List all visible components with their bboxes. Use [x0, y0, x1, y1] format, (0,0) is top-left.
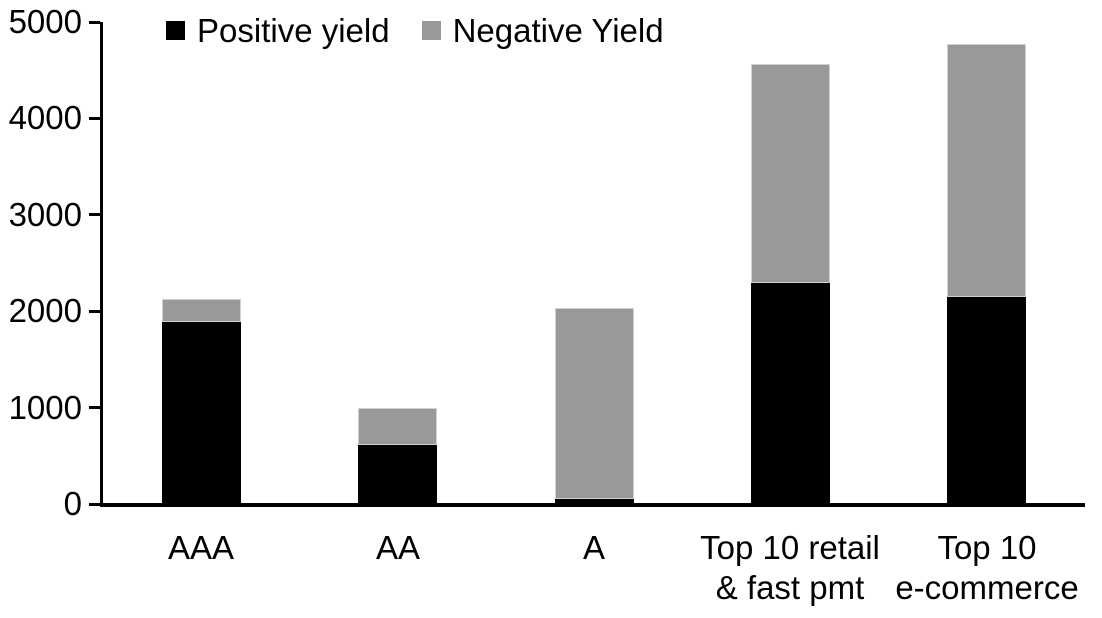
x-axis-category-label-line: e-commerce [895, 569, 1079, 606]
bar-segment-negative-top-10-e-commerce [947, 44, 1026, 297]
legend: Positive yield Negative Yield [166, 14, 664, 47]
x-axis-category-label-line: AAA [167, 529, 235, 566]
bar-segment-negative-aaa [162, 299, 241, 322]
y-axis-tick [89, 310, 100, 313]
x-axis-line [100, 503, 1085, 507]
y-axis-tick-label: 2000 [8, 292, 82, 329]
y-axis-tick-label: 3000 [8, 196, 82, 233]
legend-swatch-positive-icon [166, 21, 185, 40]
bar-segment-positive-top-10-e-commerce [947, 297, 1026, 504]
bar-segment-positive-aaa [162, 322, 241, 504]
y-axis-tick [89, 503, 100, 506]
y-axis-line [100, 22, 103, 507]
legend-item-negative-yield: Negative Yield [421, 12, 664, 49]
bar-segment-negative-top-10-retail-fast-pmt [751, 64, 830, 283]
y-axis-tick-label: 1000 [8, 389, 82, 426]
legend-label-positive: Positive yield [197, 12, 390, 49]
legend-item-positive-yield: Positive yield [166, 14, 390, 47]
x-axis-category-label: Top 10 e-commerce [837, 528, 1102, 608]
legend-label-negative: Negative Yield [452, 12, 664, 49]
x-axis-category-label-line: A [582, 529, 605, 566]
y-axis-tick-label: 5000 [8, 3, 82, 40]
y-axis-tick [89, 117, 100, 120]
bar-segment-positive-aa [358, 444, 437, 504]
y-axis-tick-label: 0 [63, 485, 82, 522]
x-axis-category-label: AA [248, 528, 548, 568]
bar-segment-positive-a [555, 499, 634, 504]
x-axis-category-label-line: AA [375, 529, 421, 566]
bar-segment-negative-aa [358, 408, 437, 445]
y-axis-tick-label: 4000 [8, 99, 82, 136]
y-axis-tick [89, 213, 100, 216]
legend-swatch-negative-icon [421, 21, 441, 40]
x-axis-category-label-line: & fast pmt [715, 569, 865, 606]
x-axis-category-label-line: Top 10 [937, 529, 1037, 566]
x-axis-category-label: Top 10 retail & fast pmt [640, 528, 940, 608]
x-axis-category-label: A [444, 528, 744, 568]
bar-segment-negative-a [555, 308, 634, 499]
y-axis-tick [89, 406, 100, 409]
bar-segment-positive-top-10-retail-fast-pmt [751, 283, 830, 504]
x-axis-category-label: AAA [51, 528, 351, 568]
y-axis-tick [89, 21, 100, 24]
x-axis-category-label-line: Top 10 retail [700, 529, 880, 566]
